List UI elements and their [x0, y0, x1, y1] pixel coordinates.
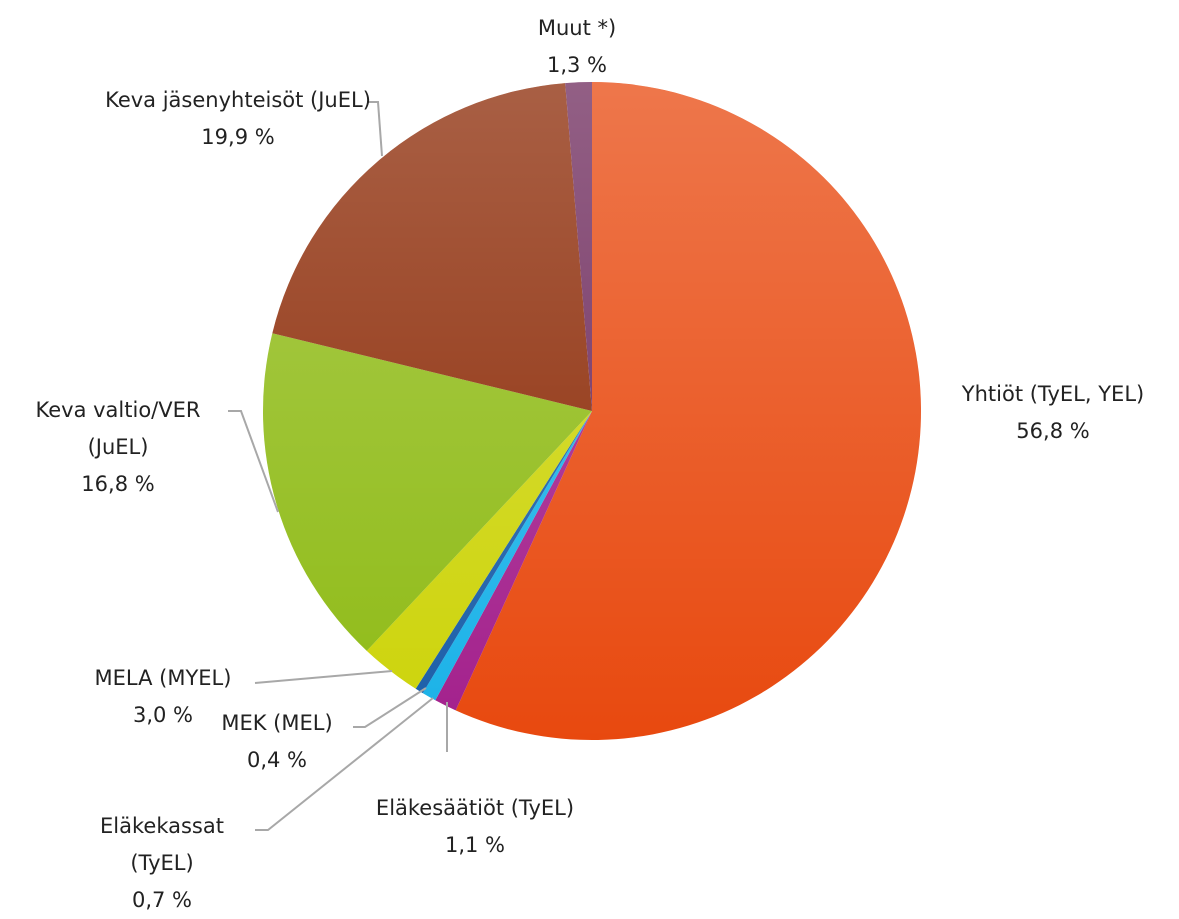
category-name: MEK (MEL): [221, 711, 333, 735]
category-name: Yhtiöt (TyEL, YEL): [961, 382, 1145, 406]
category-name: Keva valtio/VER (JuEL): [35, 398, 201, 459]
value-label: 16,8 %: [81, 472, 155, 496]
slice-label: Eläkekassat (TyEL) 0,7 %: [67, 808, 257, 919]
value-label: 0,4 %: [246, 748, 308, 772]
category-name: Eläkesäätiöt (TyEL): [375, 796, 575, 820]
slice-label: Keva valtio/VER (JuEL) 16,8 %: [3, 392, 233, 503]
value-label: 19,9 %: [201, 125, 275, 149]
category-name: Muut *): [537, 16, 617, 40]
leader-line: [228, 410, 279, 513]
leader-line: [353, 687, 427, 728]
category-name: Keva jäsenyhteisöt (JuEL): [105, 88, 371, 112]
value-label: 0,7 %: [131, 888, 193, 912]
slice-label: Eläkesäätiöt (TyEL) 1,1 %: [335, 790, 615, 864]
leader-line: [254, 670, 393, 684]
value-label: 1,1 %: [444, 833, 506, 857]
category-name: Eläkekassat (TyEL): [100, 814, 224, 875]
value-label: 56,8 %: [1016, 419, 1090, 443]
slice-label: Keva jäsenyhteisöt (JuEL) 19,9 %: [103, 82, 373, 156]
value-label: 1,3 %: [546, 53, 608, 77]
slice-label: MEK (MEL) 0,4 %: [197, 705, 357, 779]
slice-label: Yhtiöt (TyEL, YEL) 56,8 %: [923, 376, 1179, 450]
category-name: MELA (MYEL): [94, 666, 232, 690]
value-label: 3,0 %: [132, 703, 194, 727]
slice-label: MELA (MYEL) 3,0 %: [63, 660, 263, 734]
slice-label: Muut *) 1,3 %: [517, 10, 637, 84]
leader-line: [255, 697, 434, 831]
leader-line: [368, 101, 383, 157]
